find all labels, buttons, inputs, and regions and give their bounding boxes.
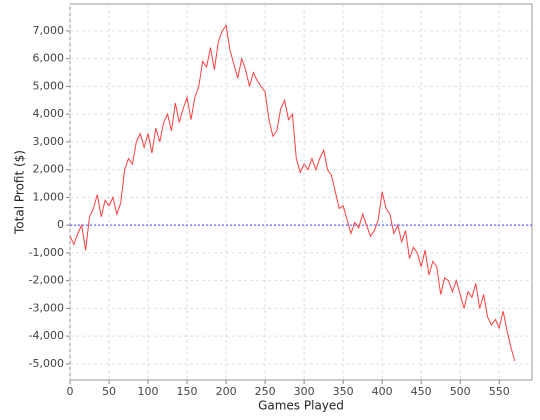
x-tick-label: 200 xyxy=(216,385,237,398)
y-tick-label: 3,000 xyxy=(33,135,65,148)
y-tick-label: 1,000 xyxy=(33,190,65,203)
x-tick-label: 500 xyxy=(450,385,471,398)
y-tick-label: 2,000 xyxy=(33,163,65,176)
y-tick-label: -4,000 xyxy=(29,329,64,342)
y-tick-label: 5,000 xyxy=(33,79,65,92)
line-series xyxy=(69,24,516,362)
x-tick-label: 450 xyxy=(411,385,432,398)
x-tick-label: 350 xyxy=(333,385,354,398)
x-tick-label: 100 xyxy=(138,385,159,398)
y-tick-label: -5,000 xyxy=(29,357,64,370)
x-tick-label: 0 xyxy=(67,385,74,398)
y-tick-label: -3,000 xyxy=(29,301,64,314)
y-tick-label: 6,000 xyxy=(33,52,65,65)
y-tick-label: -1,000 xyxy=(29,246,64,259)
y-tick-label: 7,000 xyxy=(33,24,65,37)
y-tick-label: -2,000 xyxy=(29,274,64,287)
x-tick-label: 400 xyxy=(372,385,393,398)
y-tick-label: 4,000 xyxy=(33,107,65,120)
y-axis-title: Total Profit ($) xyxy=(13,150,27,235)
x-tick-label: 550 xyxy=(489,385,510,398)
x-axis-title: Games Played xyxy=(258,399,344,413)
x-tick-label: 300 xyxy=(294,385,315,398)
plot-area xyxy=(69,3,533,381)
x-tick-label: 250 xyxy=(255,385,276,398)
x-tick-label: 150 xyxy=(177,385,198,398)
x-tick-label: 50 xyxy=(102,385,116,398)
y-tick-label: 0 xyxy=(57,218,64,231)
